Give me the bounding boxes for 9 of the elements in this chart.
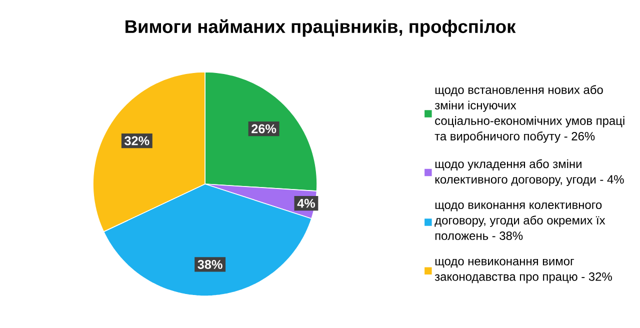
legend-label: щодо укладення або зміни колективного договору, угоди - 4% — [435, 159, 624, 186]
data-label: 4% — [297, 198, 316, 208]
data-label: 38% — [198, 260, 222, 269]
chart-title: Вимоги найманих працівників, профспілок — [126, 19, 516, 37]
data-label: 32% — [124, 136, 150, 146]
legend-label: щодо встановлення нових або зміни існуючих соціально-економічних умов праці та виробничого побуту - 26% — [434, 85, 624, 143]
data-label: 26% — [252, 124, 276, 134]
legend-label: щодо виконання колективного договору, угоди або окремих їх положень - 38% — [434, 202, 606, 240]
legend-label: щодо невиконання вимог законодавства про працю - 32% — [434, 258, 612, 284]
